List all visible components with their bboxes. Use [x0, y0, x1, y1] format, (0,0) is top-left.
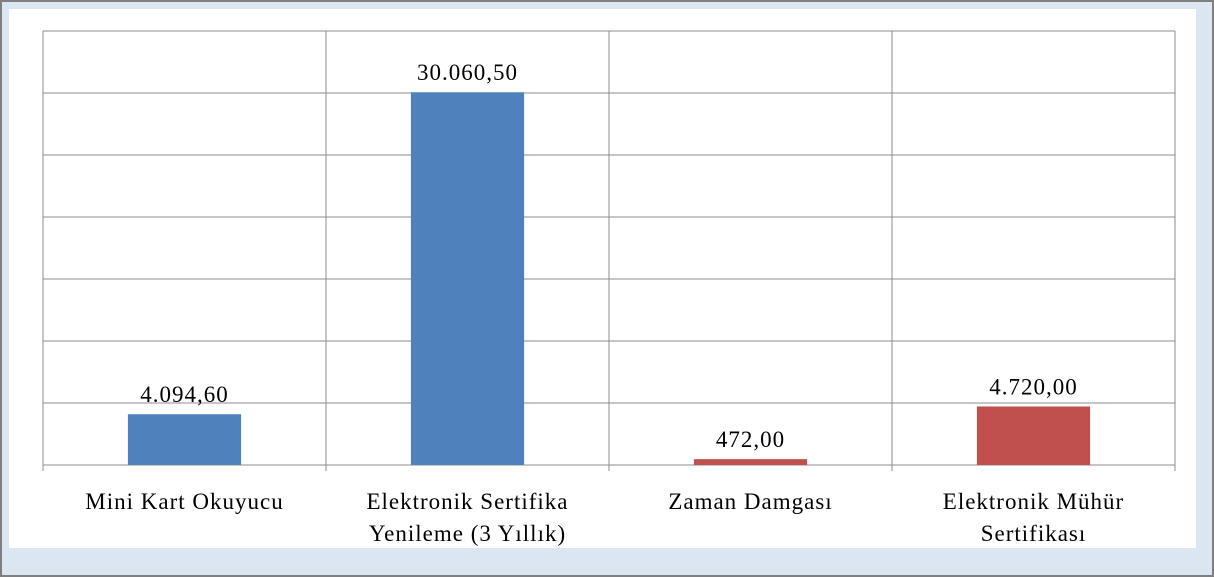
x-tick-label: Elektronik Mühür Sertifikası — [942, 489, 1125, 546]
data-label: 4.720,00 — [989, 374, 1078, 399]
x-tick-label: Elektronik Sertifika Yenileme (3 Yıllık) — [366, 489, 569, 546]
data-label: 30.060,50 — [417, 60, 518, 85]
data-label: 472,00 — [716, 427, 785, 452]
bar — [410, 92, 525, 465]
x-tick-label: Zaman Damgası — [668, 489, 833, 514]
bar — [127, 414, 242, 465]
bar — [976, 406, 1091, 465]
data-label: 4.094,60 — [140, 382, 229, 407]
bar — [693, 459, 808, 465]
x-tick-label: Mini Kart Okuyucu — [85, 489, 284, 514]
